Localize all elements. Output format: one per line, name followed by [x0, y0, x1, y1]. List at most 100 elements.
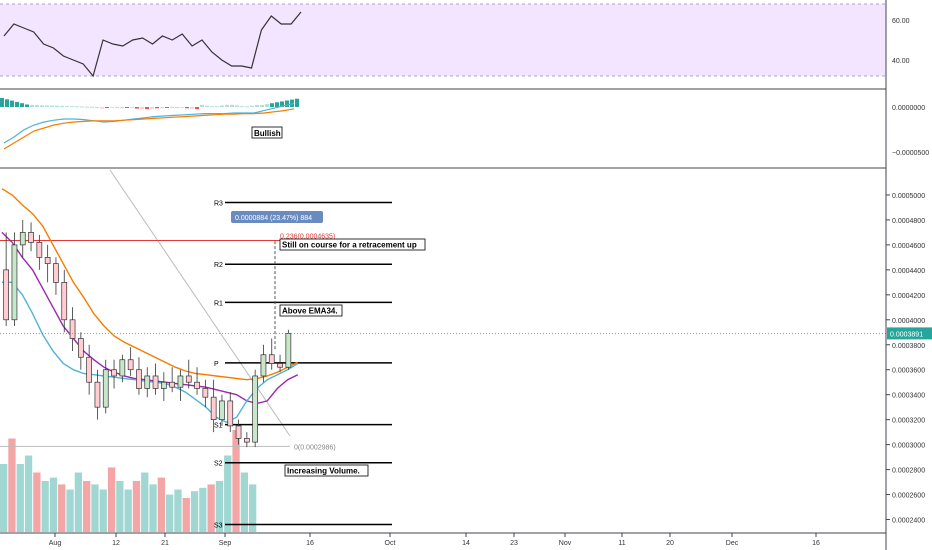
macd-histogram-bar — [210, 106, 214, 108]
note-text: Above EMA34. — [282, 307, 338, 316]
macd-histogram-bar — [200, 104, 204, 107]
macd-histogram-bar — [125, 107, 129, 108]
candle — [144, 375, 151, 389]
macd-histogram-bar — [295, 98, 299, 107]
macd-histogram-bar — [250, 105, 254, 107]
macd-histogram-bar — [140, 107, 144, 110]
volume-bar — [182, 498, 190, 532]
fib-0-label: 0(0.0002986) — [294, 444, 336, 451]
candle — [127, 359, 134, 371]
time-tick-label: Aug — [49, 540, 62, 547]
note-text: Increasing Volume. — [287, 467, 360, 476]
macd-histogram-bar — [65, 106, 69, 108]
candle — [202, 388, 209, 398]
candle — [152, 375, 159, 389]
volume-bar — [199, 487, 207, 532]
macd-histogram-bar — [75, 106, 79, 108]
price-tick-label: 0.0002800 — [892, 468, 925, 475]
macd-histogram-bar — [115, 106, 119, 108]
price-tick-label: 0.0002600 — [892, 493, 925, 500]
macd-histogram-bar — [50, 105, 54, 107]
candle — [69, 319, 76, 339]
candle — [94, 381, 101, 408]
last-price-tag — [887, 327, 932, 340]
macd-histogram-bar — [165, 107, 169, 108]
volume-bar — [91, 484, 99, 532]
candle — [86, 356, 93, 383]
candle — [36, 242, 43, 258]
candle — [61, 281, 68, 321]
candle — [11, 244, 18, 321]
macd-histogram-bar — [265, 104, 269, 107]
macd-histogram-bar — [285, 100, 289, 107]
candle — [244, 438, 250, 443]
price-tick-label: 0.0005000 — [892, 193, 925, 200]
price-tick-label: 0.0003200 — [892, 418, 925, 425]
candle — [102, 369, 109, 408]
candle — [77, 338, 84, 358]
volume-bar — [190, 491, 199, 532]
macd-histogram-bar — [0, 98, 4, 107]
ema-orange-line — [1, 188, 299, 381]
price-tick-label: 0.0003600 — [892, 368, 925, 375]
volume-bar — [141, 472, 149, 532]
macd-histogram-bar — [130, 107, 134, 108]
price-panel: 0(0.0002986) 0.236(0.0004635) R3 R2 R1 P S1 S2 S… — [0, 169, 886, 532]
volume-bar — [232, 430, 240, 532]
volume-bar — [157, 477, 165, 532]
fib-236-label: 0.236(0.0004635) — [280, 234, 335, 241]
candle — [194, 381, 200, 389]
macd-line — [3, 102, 295, 144]
macd-histogram-bar — [55, 105, 59, 107]
price-tick-label: 0.0004200 — [892, 293, 925, 300]
rsi-band — [0, 4, 886, 76]
macd-panel: Bullish — [0, 98, 299, 150]
price-tick-label: 0.0004000 — [892, 318, 925, 325]
time-tick-label: Dec — [726, 540, 739, 547]
volume-bar — [33, 472, 41, 532]
macd-histogram-bar — [135, 107, 139, 109]
macd-histogram-bar — [110, 107, 114, 108]
macd-histogram-bar — [230, 104, 234, 107]
volume-bar — [83, 481, 91, 532]
rsi-tick-label: 40.00 — [892, 58, 910, 65]
volume-bar — [224, 455, 232, 532]
candle — [28, 232, 34, 243]
macd-histogram-bar — [30, 105, 34, 107]
macd-histogram-bar — [155, 107, 159, 109]
candle — [169, 381, 175, 388]
time-tick-label: 14 — [462, 540, 470, 547]
macd-histogram-bar — [245, 106, 249, 108]
time-tick-label: 23 — [510, 540, 518, 547]
macd-histogram-bar — [220, 105, 224, 107]
macd-histogram-bar — [35, 105, 39, 107]
time-tick-label: 11 — [618, 540, 625, 547]
macd-histogram-bar — [275, 102, 279, 107]
bullish-note-box — [251, 126, 283, 139]
rsi-tick-label: 60.00 — [892, 18, 910, 25]
macd-histogram-bar — [260, 105, 264, 107]
pivot-label: S2 — [214, 461, 223, 468]
macd-histogram-bar — [215, 106, 219, 108]
macd-histogram-bar — [190, 107, 194, 109]
macd-signal-line — [3, 108, 295, 150]
candle — [136, 369, 142, 389]
candle — [219, 400, 225, 421]
volume-bar — [107, 467, 116, 532]
pivot-label: P — [214, 361, 219, 368]
macd-histogram-bar — [10, 100, 14, 107]
time-tick-label: Sep — [219, 540, 232, 547]
trend-line — [109, 169, 291, 437]
macd-histogram-bar — [120, 106, 124, 108]
note-box — [279, 238, 426, 251]
candle — [235, 425, 242, 439]
rsi-panel — [0, 3, 886, 78]
time-axis[interactable]: Aug 12 21 Sep 16 Oct 14 23 Nov 11 20 Dec 16 — [49, 533, 820, 547]
pivot-label: S1 — [214, 423, 223, 430]
price-tick-label: 0.0003000 — [892, 443, 925, 450]
macd-histogram-bar — [70, 106, 74, 108]
volume-bar — [58, 484, 66, 532]
macd-histogram-bar — [145, 107, 149, 110]
